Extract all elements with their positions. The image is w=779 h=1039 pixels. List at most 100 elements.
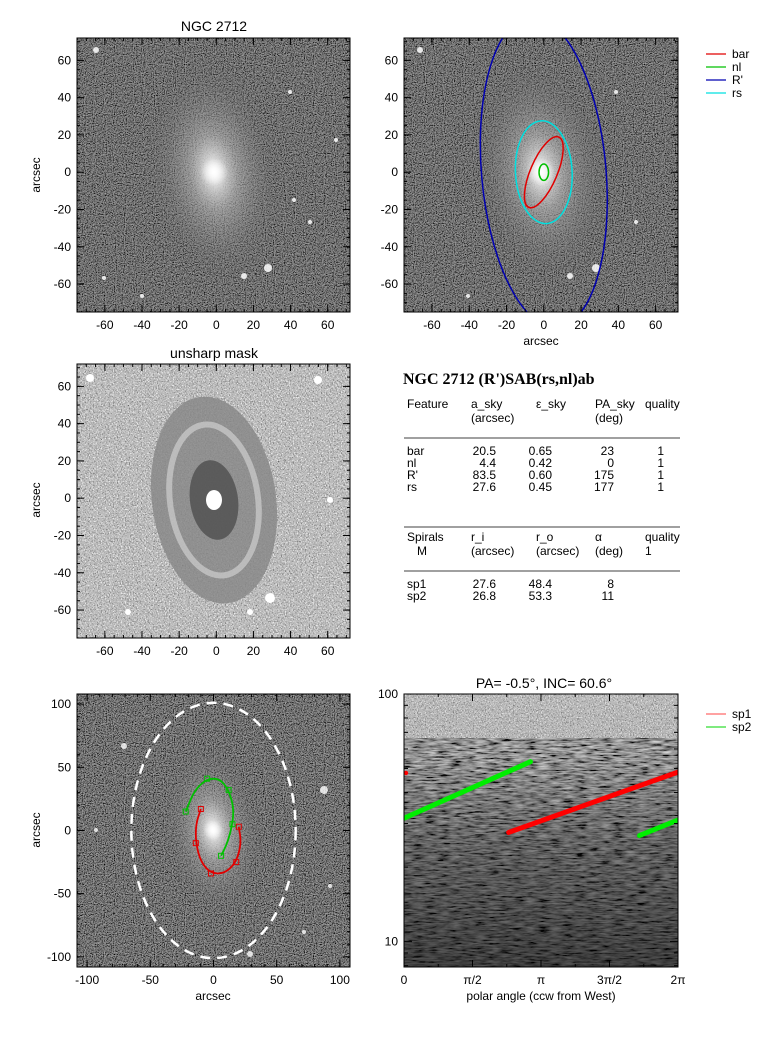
y-tick-label: -60: [54, 603, 72, 617]
features-table-subheader: (deg): [595, 411, 623, 425]
x-tick-label: 20: [247, 318, 261, 332]
x-tick-label: 3π/2: [597, 973, 622, 987]
legend-label-rs: rs: [732, 86, 742, 100]
spiral-sp2: [184, 777, 235, 857]
x-tick-label: -60: [96, 318, 114, 332]
x-tick-label: 20: [574, 318, 588, 332]
x-tick-label: -20: [170, 644, 188, 658]
galaxy-core: [200, 158, 228, 186]
spirals-table-cell: 48.4: [529, 577, 553, 591]
x-tick-label: 60: [321, 644, 335, 658]
spirals-table-header: α: [595, 530, 602, 544]
spiral-point-sp1: [192, 840, 199, 847]
features-table-cell: 175: [594, 468, 614, 482]
x-tick-label: -60: [96, 644, 114, 658]
features-table-cell: 0.42: [529, 456, 553, 470]
x-tick-label: -40: [133, 318, 151, 332]
y-tick-label: 40: [385, 91, 399, 105]
spiral-point-sp2: [204, 775, 211, 782]
series-marker-sp1: [404, 770, 409, 776]
x-tick-label: 60: [649, 318, 663, 332]
spirals-table-cell: 27.6: [473, 577, 497, 591]
panel-measurement-table: NGC 2712 (R')SAB(rs,nl)ab Feature a_sky ε_…: [403, 371, 680, 603]
features-table-cell: 177: [594, 480, 614, 494]
features-table-subheader: (arcsec): [471, 411, 514, 425]
y-tick-label: 40: [58, 417, 72, 431]
features-table-cell: 0.65: [529, 444, 553, 458]
x-tick-label: π/2: [463, 973, 482, 987]
deprojection-ellipse: [130, 701, 297, 960]
y-tick-label: -20: [381, 202, 399, 216]
x-tick-label: -60: [423, 318, 441, 332]
y-tick-label: -60: [381, 277, 399, 291]
x-tick-label: 0: [213, 318, 220, 332]
foreground-stars: [93, 47, 338, 298]
x-tick-label: π: [537, 973, 545, 987]
x-tick-label: 0: [540, 318, 547, 332]
y-tick-label: 100: [51, 697, 71, 711]
panel-5-axes: -100 -50 0 50 100 -100 -50 0 50 100: [47, 694, 350, 987]
spiral-point-sp1: [207, 870, 214, 877]
panel-unsharp-mask: unsharp mask -60 -40 -20 0 20 40 60 -60 -40 -20 0 2…: [29, 345, 351, 658]
spiral-point-sp2: [229, 821, 236, 828]
tables: Feature a_sky ε_sky PA_sky quality(arcsec) (d…: [404, 397, 680, 603]
spiral-sp1: [194, 808, 242, 875]
y-tick-label: 0: [391, 165, 398, 179]
series-sp1: [506, 769, 678, 835]
spirals-table-header: quality: [645, 530, 680, 544]
spirals-table-cell: 26.8: [473, 589, 497, 603]
y-tick-label: 20: [58, 128, 72, 142]
x-tick-label: 0: [210, 973, 217, 987]
features-table-header: a_sky: [471, 397, 502, 411]
spirals-table-subheader: 1: [645, 544, 652, 558]
table-title: NGC 2712 (R')SAB(rs,nl)ab: [403, 371, 595, 388]
y-tick-label: 60: [385, 53, 399, 67]
spirals-table-subheader: (deg): [595, 544, 623, 558]
features-table-header: Feature: [407, 397, 449, 411]
x-tick-label: 2π: [671, 973, 686, 987]
y-tick-label: 0: [64, 165, 71, 179]
panel-1-axes: -60 -40 -20 0 20 40 60 -60 -40 -20 0 20 40 60: [54, 38, 350, 332]
x-tick-label: 20: [247, 644, 261, 658]
panel-6-title: PA= -0.5°, INC= 60.6°: [476, 675, 612, 691]
features-table-cell: 23: [601, 444, 615, 458]
spiral-point-sp1: [233, 859, 240, 866]
features-table-header: quality: [645, 397, 680, 411]
panel-6-axes: 0 π/2 π 3π/2 2π 10 100: [378, 687, 686, 987]
features-table-cell: 27.6: [473, 480, 497, 494]
x-tick-label: -40: [461, 318, 479, 332]
y-tick-label: -40: [381, 240, 399, 254]
spiral-point-sp2: [225, 787, 232, 794]
series-sp2: [404, 759, 533, 821]
y-tick-label: 100: [378, 687, 398, 701]
features-table-cell: 1: [657, 480, 664, 494]
features-table-cell: nl: [407, 456, 416, 470]
x-tick-label: 0: [213, 644, 220, 658]
spirals-table-subheader: (arcsec): [536, 544, 579, 558]
x-tick-label: 100: [330, 973, 350, 987]
ellipse-bar: [523, 135, 564, 209]
y-tick-label: -20: [54, 528, 72, 542]
spirals-table-header: r_i: [471, 530, 484, 544]
x-tick-label: -20: [498, 318, 516, 332]
features-table-cell: 1: [657, 456, 664, 470]
panel-5-y-label: arcsec: [29, 812, 43, 847]
panel-spiral-overlay: -100 -50 0 50 100 -100 -50 0 50 100 arcsec arcsec: [29, 693, 351, 1003]
spirals-table-cell: sp2: [407, 589, 427, 603]
panel-3-y-label: arcsec: [29, 482, 43, 517]
spirals-table-subheader: M: [417, 544, 427, 558]
y-tick-label: 10: [385, 935, 399, 949]
y-tick-label: -40: [54, 240, 72, 254]
y-tick-label: 20: [385, 128, 399, 142]
features-table-header: ε_sky: [536, 397, 566, 411]
legend-label-bar: bar: [732, 47, 749, 61]
y-tick-label: 40: [58, 91, 72, 105]
y-tick-label: -50: [54, 887, 72, 901]
spiral-overlay: [130, 701, 297, 960]
x-tick-label: 60: [321, 318, 335, 332]
features-table-cell: 0.60: [529, 468, 553, 482]
